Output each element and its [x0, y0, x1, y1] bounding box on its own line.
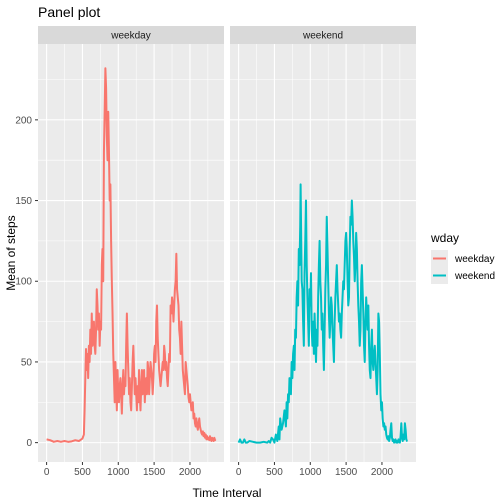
x-tick-label-weekend: 0 [236, 467, 242, 478]
x-tick-label-weekday: 2000 [179, 467, 202, 478]
legend-title: wday [430, 231, 459, 245]
x-tick-label-weekday: 0 [44, 467, 50, 478]
x-axis-title: Time Interval [193, 486, 262, 500]
y-axis-title: Mean of steps [4, 215, 18, 290]
x-tick-label-weekend: 1500 [335, 467, 358, 478]
strip-weekday-label: weekday [110, 31, 150, 42]
y-tick-label: 200 [15, 115, 32, 126]
panel-weekend-background [230, 44, 416, 462]
strip-weekday: weekday [38, 26, 224, 44]
y-tick-label: 150 [15, 196, 32, 207]
x-tick-label-weekday: 1500 [143, 467, 166, 478]
x-tick-label-weekend: 2000 [371, 467, 394, 478]
legend-label-weekend: weekend [454, 271, 495, 282]
x-tick-label-weekday: 1000 [107, 467, 130, 478]
x-tick-label-weekend: 500 [266, 467, 283, 478]
chart-title: Panel plot [38, 4, 100, 20]
legend-label-weekday: weekday [454, 254, 494, 265]
y-tick-label: 50 [21, 357, 33, 368]
x-tick-label-weekday: 500 [74, 467, 91, 478]
y-tick-label: 0 [26, 438, 32, 449]
strip-weekend-label: weekend [302, 31, 343, 42]
x-tick-label-weekend: 1000 [299, 467, 322, 478]
strip-weekend: weekend [230, 26, 416, 44]
